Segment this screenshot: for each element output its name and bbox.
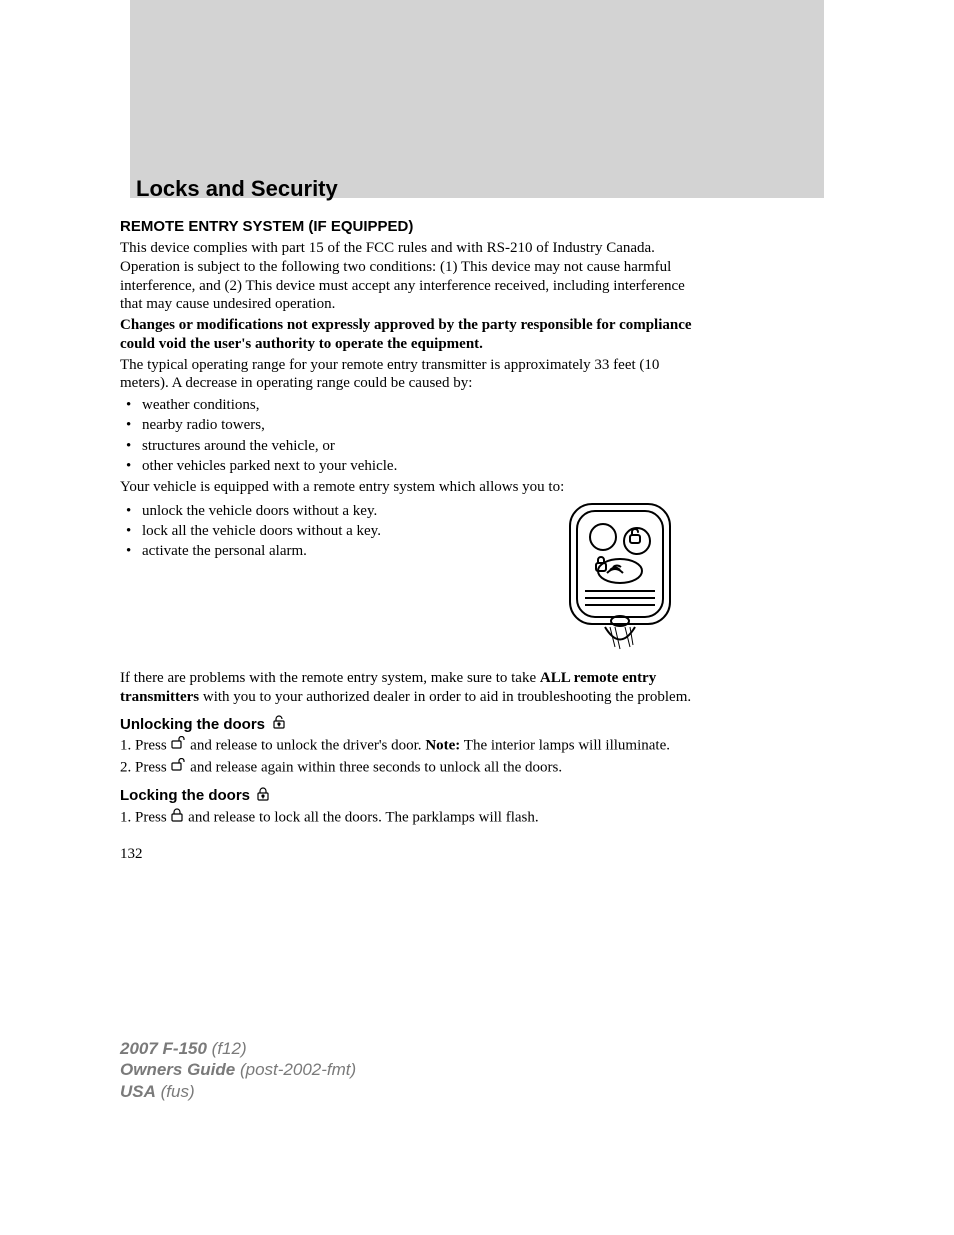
- step-unlock-2: 2. Press and release again within three …: [120, 758, 700, 778]
- padlock-open-icon: [170, 736, 186, 756]
- header-background: [130, 0, 824, 198]
- two-column-row: unlock the vehicle doors without a key. …: [120, 499, 700, 669]
- section-title: Locks and Security: [136, 176, 338, 202]
- paragraph-warning: Changes or modifications not expressly a…: [120, 316, 700, 354]
- list-item: nearby radio towers,: [120, 415, 700, 435]
- footer-rest: (f12): [207, 1039, 247, 1058]
- list-item: activate the personal alarm.: [120, 541, 520, 561]
- subheading-locking: Locking the doors: [120, 786, 700, 806]
- text-span: 1. Press: [120, 809, 170, 825]
- text-span-bold: Note:: [425, 738, 460, 754]
- paragraph-fcc: This device complies with part 15 of the…: [120, 239, 700, 314]
- step-unlock-1: 1. Press and release to unlock the drive…: [120, 736, 700, 756]
- page-content: REMOTE ENTRY SYSTEM (IF EQUIPPED) This d…: [120, 218, 700, 863]
- footer-line-3: USA (fus): [120, 1081, 356, 1102]
- text-span: 1. Press: [120, 738, 170, 754]
- bullet-list-range-causes: weather conditions, nearby radio towers,…: [120, 395, 700, 476]
- padlock-closed-icon: [256, 786, 270, 806]
- text-span: The interior lamps will illuminate.: [460, 738, 670, 754]
- page-number: 132: [120, 846, 700, 863]
- footer-line-1: 2007 F-150 (f12): [120, 1038, 356, 1059]
- footer-bold: USA: [120, 1082, 156, 1101]
- footer-rest: (post-2002-fmt): [235, 1060, 356, 1079]
- key-fob-icon: [555, 499, 685, 659]
- padlock-open-icon: [170, 758, 186, 778]
- padlock-open-icon: [271, 714, 287, 734]
- list-item: other vehicles parked next to your vehic…: [120, 456, 700, 476]
- subheading-unlocking: Unlocking the doors: [120, 714, 700, 734]
- key-fob-illustration: [540, 499, 700, 669]
- footer-rest: (fus): [156, 1082, 195, 1101]
- list-item: weather conditions,: [120, 395, 700, 415]
- text-span: If there are problems with the remote en…: [120, 670, 540, 686]
- text-span: and release to unlock the driver's door.: [186, 738, 425, 754]
- subheading-label: Locking the doors: [120, 787, 250, 804]
- footer-bold: Owners Guide: [120, 1060, 235, 1079]
- text-span: and release to lock all the doors. The p…: [184, 809, 538, 825]
- footer-bold: 2007 F-150: [120, 1039, 207, 1058]
- text-span: with you to your authorized dealer in or…: [199, 689, 691, 705]
- list-item: lock all the vehicle doors without a key…: [120, 521, 520, 541]
- heading-remote-entry: REMOTE ENTRY SYSTEM (IF EQUIPPED): [120, 218, 700, 235]
- footer-block: 2007 F-150 (f12) Owners Guide (post-2002…: [120, 1038, 356, 1102]
- list-item: unlock the vehicle doors without a key.: [120, 501, 520, 521]
- text-span: 2. Press: [120, 759, 170, 775]
- bullet-list-features: unlock the vehicle doors without a key. …: [120, 501, 520, 562]
- paragraph-allows: Your vehicle is equipped with a remote e…: [120, 478, 700, 497]
- padlock-closed-icon: [170, 808, 184, 828]
- subheading-label: Unlocking the doors: [120, 716, 265, 733]
- footer-line-2: Owners Guide (post-2002-fmt): [120, 1059, 356, 1080]
- list-item: structures around the vehicle, or: [120, 436, 700, 456]
- paragraph-range: The typical operating range for your rem…: [120, 356, 700, 394]
- step-lock-1: 1. Press and release to lock all the doo…: [120, 808, 700, 828]
- text-span: and release again within three seconds t…: [186, 759, 562, 775]
- paragraph-problems: If there are problems with the remote en…: [120, 669, 700, 707]
